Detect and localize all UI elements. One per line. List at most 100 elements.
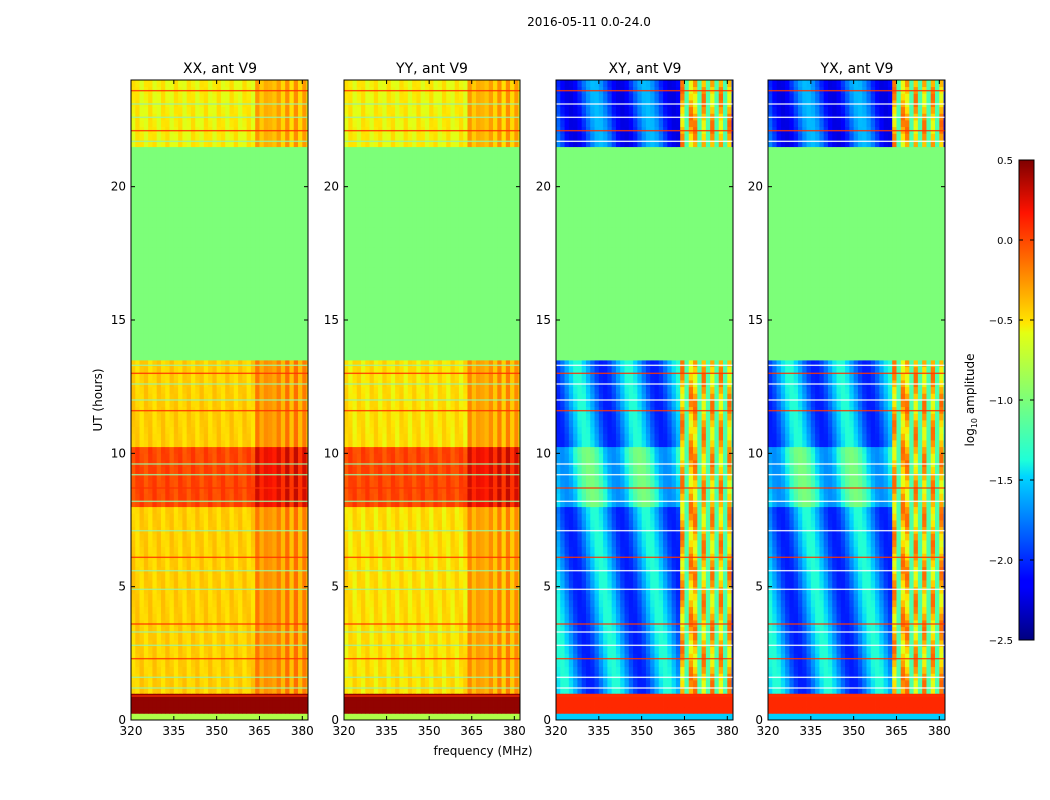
heatmap-cell (190, 500, 196, 508)
heatmap-cell (178, 353, 183, 361)
heatmap-cell (373, 660, 379, 668)
heatmap-cell (441, 653, 447, 661)
heatmap-cell (268, 653, 273, 661)
heatmap-cell (268, 246, 273, 254)
heatmap-cell (268, 446, 273, 454)
heatmap-cell (195, 366, 200, 374)
heatmap-cell (390, 646, 396, 654)
heatmap-cell (203, 326, 209, 334)
heatmap-cell (199, 166, 205, 174)
heatmap-cell (233, 306, 239, 314)
heatmap-cell (212, 640, 218, 648)
heatmap-cell (412, 606, 417, 614)
heatmap-cell (246, 213, 252, 221)
heatmap-cell (233, 626, 239, 634)
heatmap-cell (352, 693, 358, 701)
heatmap-cell (250, 213, 256, 221)
heatmap-cell (476, 646, 481, 654)
heatmap-cell (225, 266, 230, 274)
heatmap-cell (135, 453, 140, 461)
heatmap-cell (501, 613, 507, 621)
heatmap-cell (471, 586, 477, 594)
heatmap-cell (238, 206, 243, 214)
heatmap-cell (148, 400, 153, 408)
heatmap-cell (148, 700, 153, 708)
heatmap-cell (263, 426, 269, 434)
heatmap-cell (395, 586, 400, 594)
heatmap-cell (293, 653, 299, 661)
heatmap-cell (298, 700, 303, 708)
heatmap-cell (182, 180, 188, 188)
heatmap-cell (169, 513, 175, 521)
heatmap-cell (365, 660, 370, 668)
heatmap-cell (302, 706, 307, 714)
heatmap-cell (152, 160, 158, 168)
heatmap-cell (178, 413, 183, 421)
heatmap-cell (173, 233, 179, 241)
heatmap-cell (139, 260, 145, 268)
heatmap-cell (165, 353, 170, 361)
heatmap-cell (293, 700, 299, 708)
heatmap-cell (152, 633, 158, 641)
heatmap-cell (148, 106, 153, 114)
heatmap-cell (190, 166, 196, 174)
heatmap-cell (272, 613, 277, 621)
heatmap-cell (182, 446, 188, 454)
heatmap-cell (160, 260, 166, 268)
heatmap-cell (212, 233, 218, 241)
heatmap-cell (220, 653, 226, 661)
heatmap-cell (216, 713, 222, 720)
heatmap-cell (152, 226, 158, 234)
heatmap-cell (165, 93, 170, 101)
heatmap-cell (467, 633, 473, 641)
heatmap-cell (454, 640, 460, 648)
heatmap-cell (242, 353, 248, 361)
heatmap-cell (250, 160, 256, 168)
heatmap-cell (182, 226, 188, 234)
heatmap-cell (476, 713, 481, 720)
heatmap-cell (131, 186, 136, 194)
heatmap-cell (250, 80, 256, 88)
heatmap-cell (135, 200, 140, 208)
heatmap-cell (390, 593, 396, 601)
heatmap-cell (276, 693, 282, 701)
heatmap-cell (259, 506, 265, 514)
heatmap-cell (272, 466, 277, 474)
heatmap-cell (165, 586, 170, 594)
heatmap-cell (344, 646, 349, 654)
heatmap-cell (203, 613, 209, 621)
heatmap-cell (139, 280, 145, 288)
heatmap-cell (148, 146, 153, 154)
heatmap-cell (480, 693, 485, 701)
heatmap-cell (139, 120, 145, 128)
heatmap-cell (386, 626, 392, 634)
heatmap-cell (361, 680, 366, 688)
heatmap-cell (238, 586, 243, 594)
heatmap-cell (463, 660, 468, 668)
heatmap-cell (143, 106, 149, 114)
heatmap-cell (139, 580, 145, 588)
heatmap-cell (280, 513, 286, 521)
heatmap-cell (165, 600, 170, 608)
heatmap-cell (173, 640, 179, 648)
heatmap-cell (276, 680, 282, 688)
heatmap-cell (352, 613, 358, 621)
heatmap-cell (173, 413, 179, 421)
heatmap-cell (246, 440, 252, 448)
heatmap-cell (195, 393, 200, 401)
heatmap-cell (143, 473, 149, 481)
heatmap-cell (203, 286, 209, 294)
heatmap-cell (280, 660, 286, 668)
heatmap-cell (250, 173, 256, 181)
heatmap-cell (467, 646, 473, 654)
heatmap-cell (272, 253, 277, 261)
heatmap-cell (238, 486, 243, 494)
heatmap-cell (156, 606, 162, 614)
heatmap-cell (199, 453, 205, 461)
heatmap-cell (186, 546, 192, 554)
heatmap-cell (510, 613, 515, 621)
heatmap-cell (182, 706, 188, 714)
heatmap-cell (263, 633, 269, 641)
heatmap-cell (212, 140, 218, 148)
heatmap-cell (302, 320, 307, 328)
